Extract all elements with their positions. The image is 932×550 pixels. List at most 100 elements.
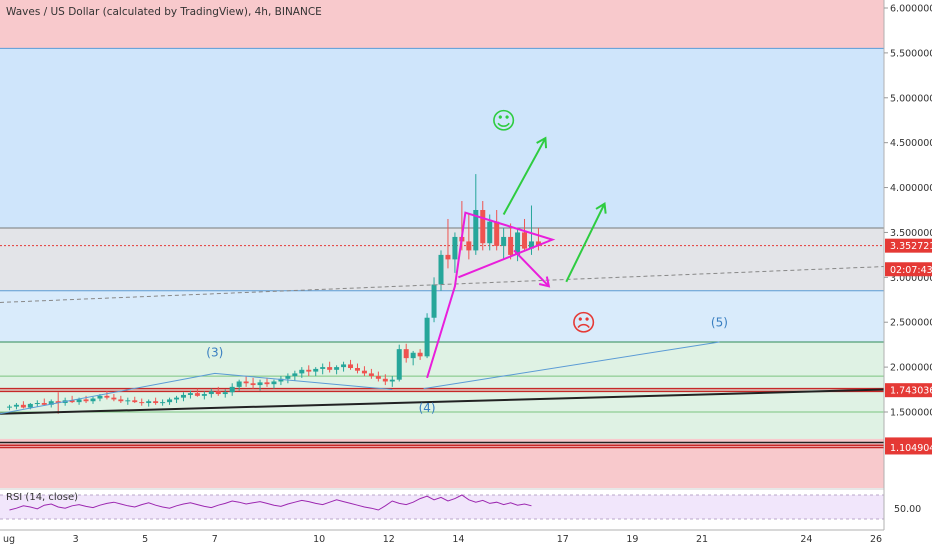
candle-body <box>146 401 152 404</box>
candle-body <box>160 402 166 404</box>
time-tick-label: 14 <box>452 534 464 545</box>
candle-body <box>69 400 75 403</box>
price-tick-label: 2.0000000 <box>890 363 932 374</box>
candle-body <box>27 403 33 408</box>
candle-body <box>368 373 374 377</box>
candle-body <box>445 254 451 260</box>
dashed-trend-line <box>0 266 885 303</box>
candle-body <box>13 404 19 407</box>
candle-body <box>341 364 347 368</box>
time-axis-bg <box>0 530 932 550</box>
horizontal-lines <box>0 47 884 449</box>
candle-body <box>201 394 207 396</box>
bullish-arrow-head <box>595 202 607 214</box>
candle-body <box>118 399 124 402</box>
rsi-band <box>0 495 884 519</box>
wave-line <box>423 341 720 390</box>
candle-body <box>292 373 298 377</box>
candle-body <box>236 381 242 387</box>
candle-body <box>257 382 263 386</box>
time-tick-label: 5 <box>142 534 148 545</box>
time-tick-label: 19 <box>626 534 638 545</box>
candle-body <box>327 367 333 370</box>
candle-body <box>396 349 402 380</box>
candle-body <box>438 254 444 285</box>
price-badge-label: 02:07:43 <box>890 265 932 276</box>
price-tick-label: 5.5000000 <box>890 48 932 59</box>
wave-label: (5) <box>711 316 728 330</box>
candle-body <box>215 391 221 395</box>
candlestick-series <box>6 174 541 414</box>
candle-body <box>494 221 500 246</box>
candle-body <box>487 221 493 244</box>
price-tick-label: 3.5000000 <box>890 228 932 239</box>
candle-body <box>167 399 173 403</box>
price-zone <box>0 48 884 228</box>
candle-body <box>313 368 319 372</box>
price-zone <box>0 438 884 443</box>
price-tick-label: 6.0000000 <box>890 4 932 15</box>
candle-body <box>508 236 514 255</box>
time-tick-label: 10 <box>313 534 325 545</box>
candle-body <box>501 236 507 246</box>
bullish-arrow <box>565 203 606 283</box>
candle-body <box>452 236 458 260</box>
candle-body <box>6 406 12 408</box>
candle-body <box>278 378 284 382</box>
wave-label: (4) <box>419 401 436 415</box>
candle-body <box>83 399 89 402</box>
price-badge <box>885 262 932 277</box>
rsi-line <box>9 494 532 511</box>
price-zone <box>0 341 884 443</box>
price-axis[interactable]: 6.0000000 5.5000000 5.0000000 4.5000000 4.00… <box>883 0 932 550</box>
candle-body <box>480 210 486 244</box>
candle-body <box>139 402 145 404</box>
candle-body <box>403 349 409 359</box>
candle-body <box>48 401 54 405</box>
rsi-axis-bg <box>885 502 932 516</box>
candle-body <box>55 401 61 404</box>
candle-body <box>306 369 312 372</box>
candle-body <box>354 368 360 371</box>
candle-body <box>389 379 395 382</box>
candle-body <box>243 381 249 384</box>
time-tick-label: 17 <box>557 534 569 545</box>
rsi-label: RSI (14, close) <box>6 492 79 503</box>
price-badge-label: 3.3527211 <box>890 241 932 252</box>
candle-body <box>515 232 521 255</box>
candle-body <box>132 400 138 403</box>
candle-body <box>431 284 437 318</box>
candle-body <box>90 398 96 402</box>
wave-line <box>0 372 393 415</box>
candle-body <box>174 397 180 400</box>
annotations-layer: (3) (4) (5) ☺ ☹ <box>206 107 728 415</box>
bullish-arrow <box>502 137 547 215</box>
candle-body <box>375 376 381 379</box>
bearish-arrow <box>513 249 550 288</box>
candle-body <box>250 383 256 386</box>
time-axis[interactable]: ug 3 5 7 10 12 14 17 19 21 24 26 <box>0 529 932 550</box>
candle-body <box>417 352 423 357</box>
candle-body <box>208 391 214 395</box>
trend-line <box>0 388 885 415</box>
triangle-pattern <box>426 211 556 379</box>
price-badge-label: 1.7430361 <box>890 386 932 397</box>
time-tick-label: 3 <box>73 534 79 545</box>
candle-body <box>229 386 235 393</box>
candle-body <box>466 241 472 251</box>
candle-body <box>222 392 228 395</box>
candle-body <box>410 352 416 359</box>
price-badge-label: 1.1049047 <box>890 443 932 454</box>
price-tick-label: 4.5000000 <box>890 138 932 149</box>
candle-body <box>535 241 541 246</box>
bullish-arrow-head <box>536 136 548 149</box>
price-tick-label: 2.5000000 <box>890 318 932 329</box>
candle-body <box>187 393 193 395</box>
candle-body <box>97 395 103 399</box>
candle-body <box>125 400 131 402</box>
candle-body <box>76 399 82 403</box>
candle-body <box>264 382 270 385</box>
candle-body <box>320 367 326 369</box>
candle-body <box>382 378 388 382</box>
